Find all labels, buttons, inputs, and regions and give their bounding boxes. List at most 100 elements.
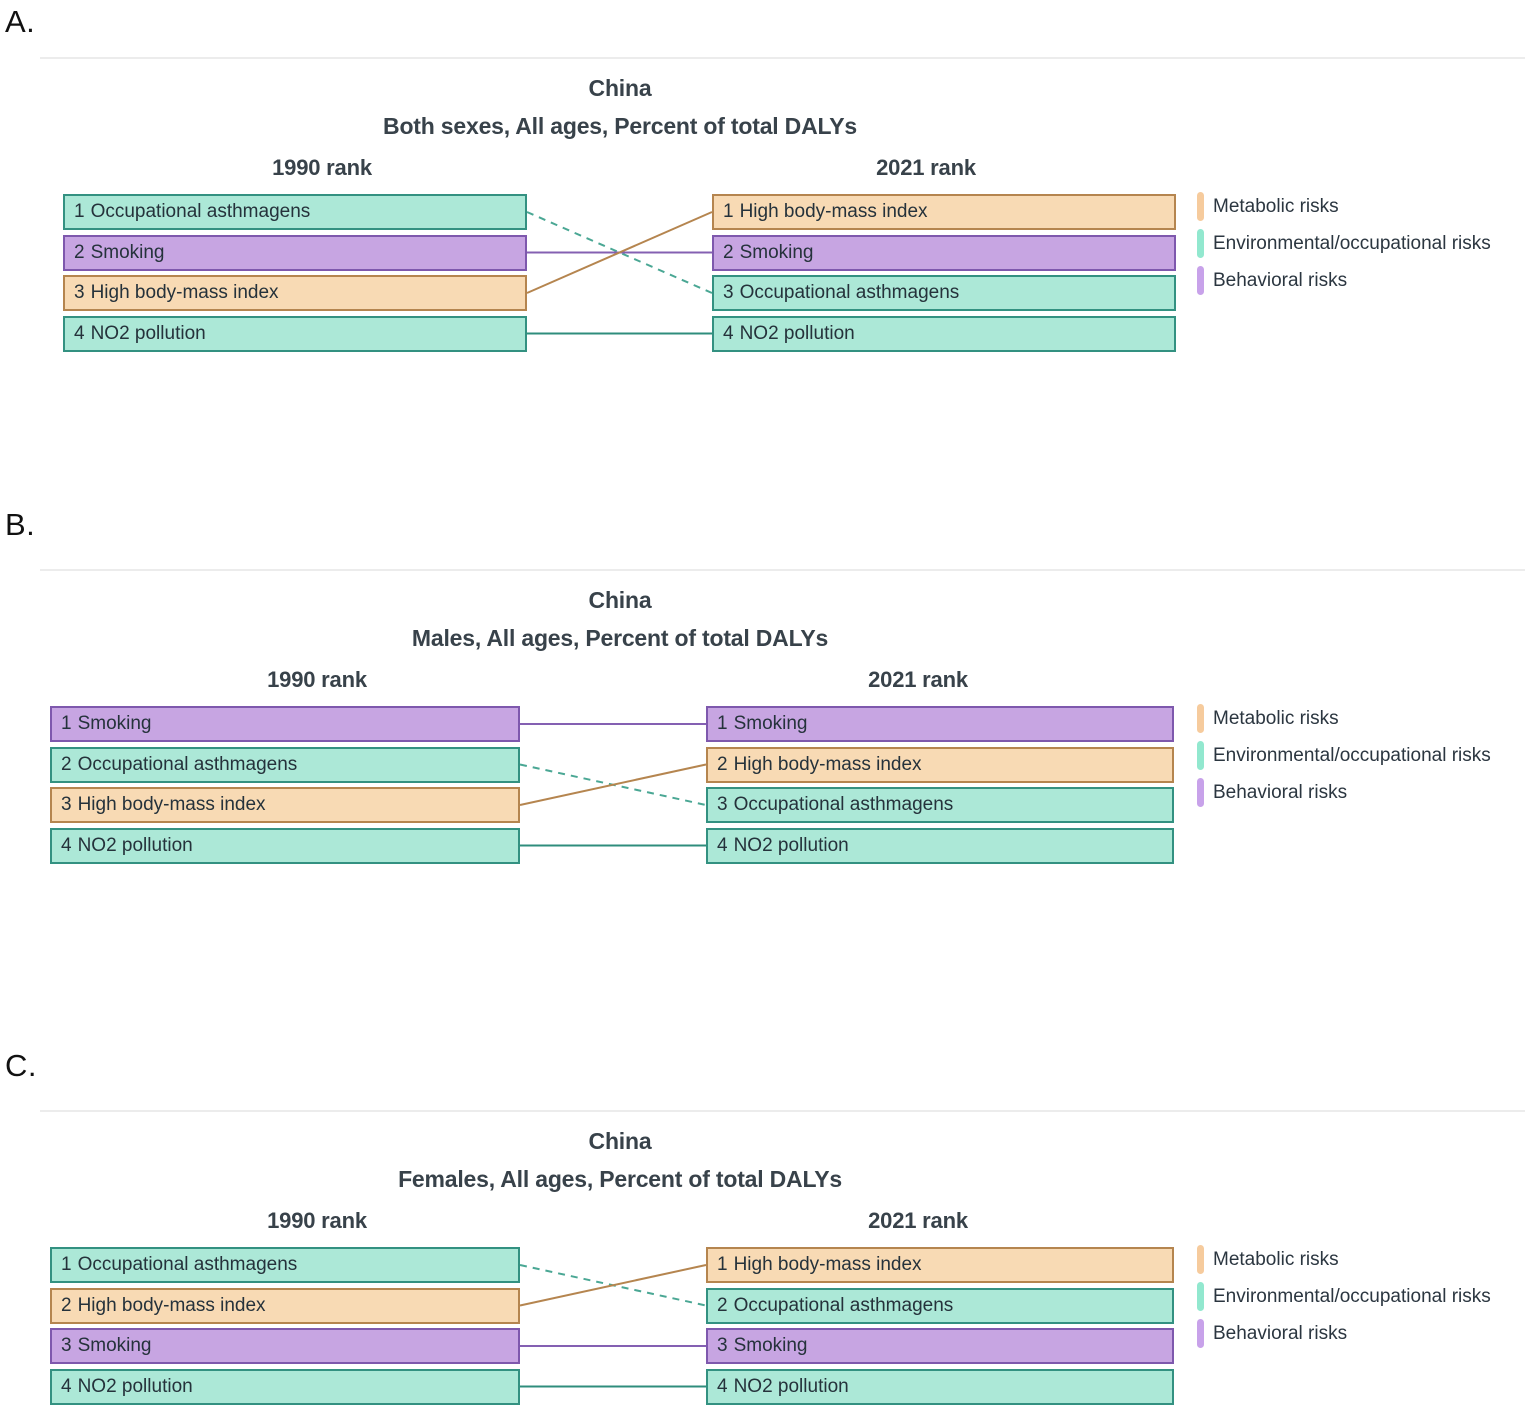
- risk-name: High body-mass index: [90, 282, 279, 303]
- rank-column-header-2021: 2021 rank: [876, 155, 976, 180]
- legend-label: Metabolic risks: [1213, 196, 1339, 217]
- legend-swatch: [1197, 229, 1204, 258]
- legend-label: Behavioral risks: [1213, 782, 1348, 803]
- rank-column-header-1990: 1990 rank: [267, 667, 367, 692]
- panel-subtitle: Males, All ages, Percent of total DALYs: [411, 625, 829, 651]
- rank-number: 3: [74, 282, 85, 303]
- legend-swatch: [1197, 192, 1204, 221]
- risk-name: Occupational asthmagens: [77, 1254, 298, 1275]
- rank-box: 3 High body-mass index: [63, 275, 527, 311]
- panel-title: China: [588, 75, 652, 101]
- risk-name: High body-mass index: [77, 794, 266, 815]
- risk-name: Smoking: [77, 713, 152, 734]
- panel-divider: [40, 569, 1525, 571]
- rank-box: 2 Occupational asthmagens: [706, 1287, 1174, 1324]
- rank-box: 3 Occupational asthmagens: [706, 787, 1174, 823]
- rank-box: 1 Occupational asthmagens: [63, 194, 527, 230]
- legend-swatch: [1197, 266, 1204, 295]
- risk-name: High body-mass index: [739, 201, 928, 222]
- panel-subtitle: Both sexes, All ages, Percent of total D…: [383, 113, 857, 139]
- risk-name: Occupational asthmagens: [739, 282, 960, 303]
- legend-swatch: [1197, 1282, 1204, 1311]
- rank-box: 2 High body-mass index: [50, 1287, 520, 1324]
- legend-swatch: [1197, 1319, 1204, 1348]
- risk-name: NO2 pollution: [90, 322, 206, 344]
- rank-box: 4 NO2 pollution: [706, 1368, 1174, 1405]
- risk-name: Occupational asthmagens: [90, 201, 311, 222]
- rank-number: 3: [717, 1335, 728, 1356]
- rank-number: 1: [61, 1254, 72, 1275]
- risk-name: Smoking: [739, 241, 814, 263]
- rank-number: 1: [717, 713, 728, 734]
- rank-box: 2 Smoking: [712, 234, 1176, 271]
- rank-number: 2: [717, 1294, 728, 1316]
- rank-box: 3 Occupational asthmagens: [712, 275, 1176, 311]
- rank-box: 2 Occupational asthmagens: [50, 746, 520, 783]
- rank-box: 4 NO2 pollution: [712, 315, 1176, 352]
- rank-column-header-2021: 2021 rank: [868, 667, 968, 692]
- rank-connector-line: [519, 763, 707, 806]
- risk-name: High body-mass index: [77, 1294, 266, 1316]
- legend-label: Environmental/occupational risks: [1213, 233, 1491, 254]
- rank-number: 2: [723, 241, 734, 263]
- risk-name: Smoking: [90, 241, 165, 263]
- risk-name: Smoking: [77, 1335, 152, 1356]
- rank-box: 1 High body-mass index: [706, 1247, 1174, 1283]
- panel-label: C.: [5, 1048, 37, 1083]
- risk-name: NO2 pollution: [733, 834, 849, 856]
- rank-number: 4: [61, 1375, 72, 1397]
- risk-name: Smoking: [733, 1335, 808, 1356]
- rank-box: 3 Smoking: [50, 1328, 520, 1364]
- panel-subtitle: Females, All ages, Percent of total DALY…: [398, 1166, 842, 1192]
- rank-number: 4: [74, 322, 85, 344]
- rank-number: 3: [717, 794, 728, 815]
- rank-box: 3 High body-mass index: [50, 787, 520, 823]
- legend-label: Environmental/occupational risks: [1213, 1286, 1491, 1307]
- legend-label: Metabolic risks: [1213, 1249, 1339, 1270]
- rank-number: 1: [723, 201, 734, 222]
- legend-label: Environmental/occupational risks: [1213, 745, 1491, 766]
- rank-number: 4: [723, 322, 734, 344]
- risk-name: Occupational asthmagens: [733, 794, 954, 815]
- rank-number: 4: [717, 834, 728, 856]
- legend-swatch: [1197, 741, 1204, 770]
- rank-number: 1: [717, 1254, 728, 1275]
- legend-label: Metabolic risks: [1213, 708, 1339, 729]
- risk-name: NO2 pollution: [739, 322, 855, 344]
- risk-name: Occupational asthmagens: [733, 1294, 954, 1316]
- rank-box: 1 Occupational asthmagens: [50, 1247, 520, 1283]
- rank-number: 2: [74, 241, 85, 263]
- risk-name: High body-mass index: [733, 753, 922, 775]
- risk-name: Smoking: [733, 713, 808, 734]
- rank-number: 4: [61, 834, 72, 856]
- rank-number: 3: [61, 1335, 72, 1356]
- risk-name: NO2 pollution: [77, 1375, 193, 1397]
- panel-label: A.: [5, 4, 36, 39]
- rank-number: 2: [61, 753, 72, 775]
- rank-box: 4 NO2 pollution: [63, 315, 527, 352]
- panel-divider: [40, 57, 1525, 59]
- risk-name: NO2 pollution: [77, 834, 193, 856]
- rank-box: 2 High body-mass index: [706, 746, 1174, 783]
- legend-label: Behavioral risks: [1213, 1323, 1348, 1344]
- rank-connector-line: [519, 1264, 707, 1307]
- rank-number: 1: [74, 201, 85, 222]
- rank-box: 1 High body-mass index: [712, 194, 1176, 230]
- risk-name: High body-mass index: [733, 1254, 922, 1275]
- rank-box: 4 NO2 pollution: [50, 827, 520, 864]
- panel-title: China: [588, 587, 652, 613]
- risk-name: NO2 pollution: [733, 1375, 849, 1397]
- rank-number: 1: [61, 713, 72, 734]
- rank-column-header-1990: 1990 rank: [267, 1208, 367, 1233]
- rank-number: 2: [61, 1294, 72, 1316]
- rank-connector-line: [526, 211, 713, 294]
- legend-swatch: [1197, 704, 1204, 733]
- rank-number: 3: [723, 282, 734, 303]
- panel-divider: [40, 1110, 1525, 1112]
- legend-swatch: [1197, 778, 1204, 807]
- rank-box: 3 Smoking: [706, 1328, 1174, 1364]
- rank-box: 1 Smoking: [50, 706, 520, 742]
- rank-column-header-1990: 1990 rank: [272, 155, 372, 180]
